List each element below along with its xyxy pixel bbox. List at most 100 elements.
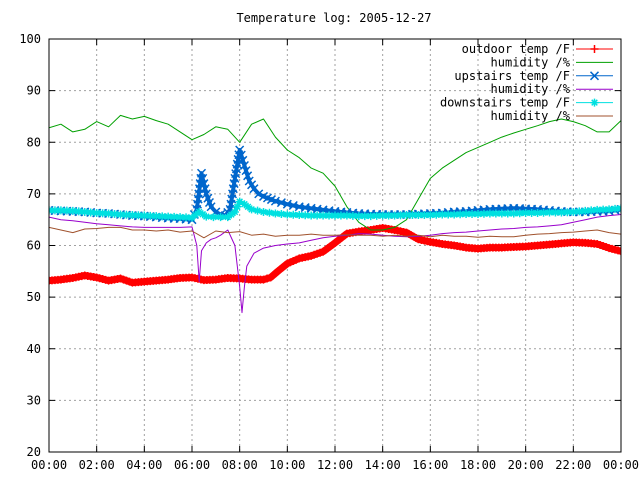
cross-marker: [238, 155, 248, 165]
y-tick-label: 30: [27, 393, 41, 407]
y-tick-label: 100: [19, 32, 41, 46]
series-markers: [49, 223, 621, 287]
star-marker: [491, 209, 500, 218]
star-marker: [581, 206, 590, 215]
star-marker: [244, 202, 253, 211]
series-line: [49, 214, 621, 314]
star-marker: [122, 210, 131, 219]
star-marker: [202, 212, 211, 221]
star-marker: [233, 202, 242, 211]
x-tick-label: 04:00: [126, 458, 162, 472]
x-tick-label: 06:00: [174, 458, 210, 472]
star-marker: [462, 210, 471, 219]
star-marker: [182, 213, 191, 222]
legend-item: downstairs temp /F: [440, 96, 613, 110]
star-marker: [509, 209, 518, 218]
x-tick-label: 08:00: [222, 458, 258, 472]
star-marker: [158, 212, 167, 221]
axes: 20 30 40 50 60 70 80 90 100 00:00 02:00 04:00 06:00 0…: [19, 32, 639, 472]
star-marker: [497, 209, 506, 218]
star-marker: [336, 211, 345, 220]
star-marker: [360, 212, 369, 221]
star-marker: [605, 205, 614, 214]
star-marker: [348, 211, 357, 220]
x-tick-label: 00:00: [31, 458, 67, 472]
legend-label: outdoor temp /F: [462, 42, 570, 56]
star-marker: [295, 211, 304, 220]
star-marker: [503, 209, 512, 218]
star-marker: [80, 207, 89, 216]
legend-label: humidity /%: [491, 55, 571, 69]
star-marker: [50, 206, 59, 215]
star-marker: [331, 211, 339, 220]
cross-marker: [243, 171, 253, 181]
legend-item: humidity /%: [491, 82, 613, 96]
y-tick-label: 90: [27, 84, 41, 98]
star-marker: [515, 209, 524, 218]
plus-marker: [617, 247, 621, 256]
star-marker: [230, 207, 239, 216]
star-marker: [366, 212, 375, 221]
series-5: [49, 197, 621, 222]
star-marker: [198, 210, 207, 219]
x-tick-label: 10:00: [269, 458, 305, 472]
star-marker: [195, 207, 204, 216]
star-marker: [485, 209, 494, 218]
x-tick-label: 18:00: [460, 458, 496, 472]
star-marker: [240, 200, 249, 209]
x-tick-label: 02:00: [79, 458, 115, 472]
star-marker: [587, 206, 596, 215]
series-1: [49, 223, 621, 287]
star-marker: [313, 211, 322, 220]
star-marker: [521, 208, 530, 217]
y-tick-label: 20: [27, 445, 41, 459]
series-layer: [49, 114, 621, 314]
legend-item: humidity /%: [491, 55, 613, 69]
cross-marker: [236, 150, 246, 160]
star-marker: [432, 210, 441, 219]
star-marker: [593, 205, 602, 214]
star-marker: [86, 208, 95, 217]
star-marker: [372, 211, 381, 220]
star-marker: [289, 210, 298, 219]
star-marker: [152, 212, 161, 221]
star-marker: [468, 210, 477, 219]
star-marker: [575, 207, 584, 216]
star-marker: [146, 211, 155, 220]
plus-marker: [259, 275, 268, 284]
y-tick-label: 40: [27, 342, 41, 356]
plus-marker: [263, 274, 272, 283]
star-marker: [216, 213, 225, 222]
plus-marker: [590, 45, 599, 53]
y-tick-label: 50: [27, 290, 41, 304]
star-marker: [191, 210, 200, 219]
star-marker: [551, 208, 560, 217]
series-6: [49, 226, 621, 239]
star-marker: [223, 213, 232, 222]
star-marker: [92, 208, 101, 217]
star-marker: [68, 206, 77, 215]
star-marker: [140, 211, 149, 220]
star-marker: [533, 208, 542, 217]
star-marker: [104, 209, 113, 218]
star-marker: [539, 208, 548, 217]
star-marker: [56, 206, 65, 215]
star-marker: [545, 208, 554, 217]
star-marker: [444, 210, 453, 219]
star-marker: [307, 211, 316, 220]
legend-label: humidity /%: [491, 82, 571, 96]
star-marker: [414, 211, 423, 220]
y-tick-label: 70: [27, 187, 41, 201]
star-marker: [402, 211, 411, 220]
star-marker: [277, 210, 286, 219]
cross-marker: [589, 71, 600, 81]
star-marker: [325, 211, 334, 220]
star-marker: [479, 209, 488, 218]
series-2: [49, 114, 621, 231]
star-marker: [563, 208, 572, 217]
star-marker: [235, 197, 244, 206]
star-marker: [557, 208, 566, 217]
star-marker: [396, 211, 405, 220]
star-marker: [164, 212, 173, 221]
